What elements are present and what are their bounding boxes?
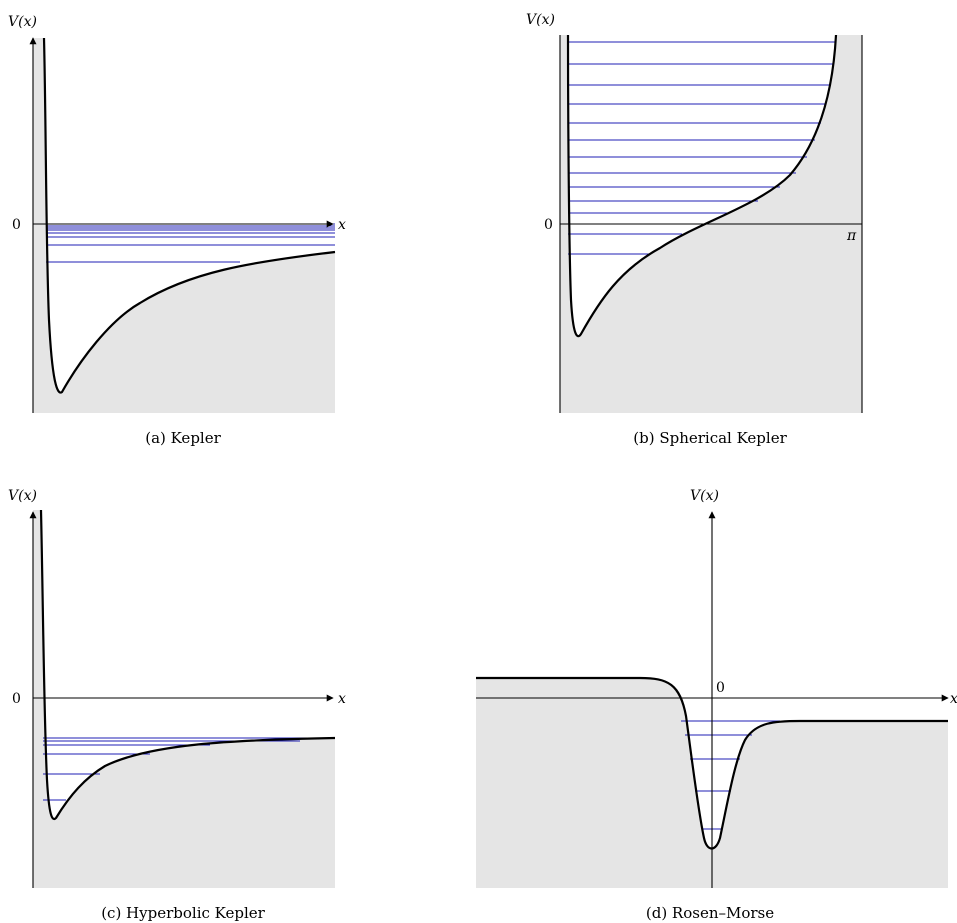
panel-d-forbidden-region (476, 678, 948, 888)
panel-c-y-label: V(x) (8, 488, 37, 504)
panel-a-x-label: x (338, 217, 346, 233)
panel-d-potential-curve (476, 676, 948, 850)
panel-b-zero-label: 0 (544, 217, 553, 233)
panel-d-zero-label: 0 (716, 680, 725, 696)
panel-c-zero-label: 0 (12, 691, 21, 707)
panel-b-pi-label: π (846, 228, 857, 244)
panel-a-energy-levels (46, 223, 335, 263)
panel-a-y-label: V(x) (8, 14, 37, 30)
panel-c-forbidden-region (33, 510, 335, 888)
panel-d-y-label: V(x) (690, 488, 719, 504)
panel-d-rosen-morse: V(x) 0 x (d) Rosen–Morse (476, 488, 957, 922)
panel-b-spherical-kepler: V(x) 0 π (b) Spherical Kepler (526, 12, 863, 447)
panel-c-hyperbolic-kepler: V(x) 0 x (c) Hyperbolic Kepler (8, 488, 346, 922)
panel-d-caption: (d) Rosen–Morse (646, 904, 774, 922)
panel-a-zero-label: 0 (12, 217, 21, 233)
panel-a-kepler: V(x) 0 x (a) Kepler (8, 14, 346, 447)
panel-b-potential-curve (566, 34, 838, 338)
panel-d-x-label: x (950, 691, 957, 707)
panel-a-potential-curve (42, 37, 336, 394)
panel-b-y-label: V(x) (526, 12, 555, 28)
panel-a-forbidden-region (33, 38, 335, 413)
panel-b-caption: (b) Spherical Kepler (633, 429, 787, 447)
panel-c-caption: (c) Hyperbolic Kepler (101, 904, 265, 922)
panel-c-x-label: x (338, 691, 346, 707)
panel-b-energy-levels (568, 41, 836, 255)
panel-c-potential-curve (39, 509, 336, 821)
panel-a-caption: (a) Kepler (145, 429, 221, 447)
